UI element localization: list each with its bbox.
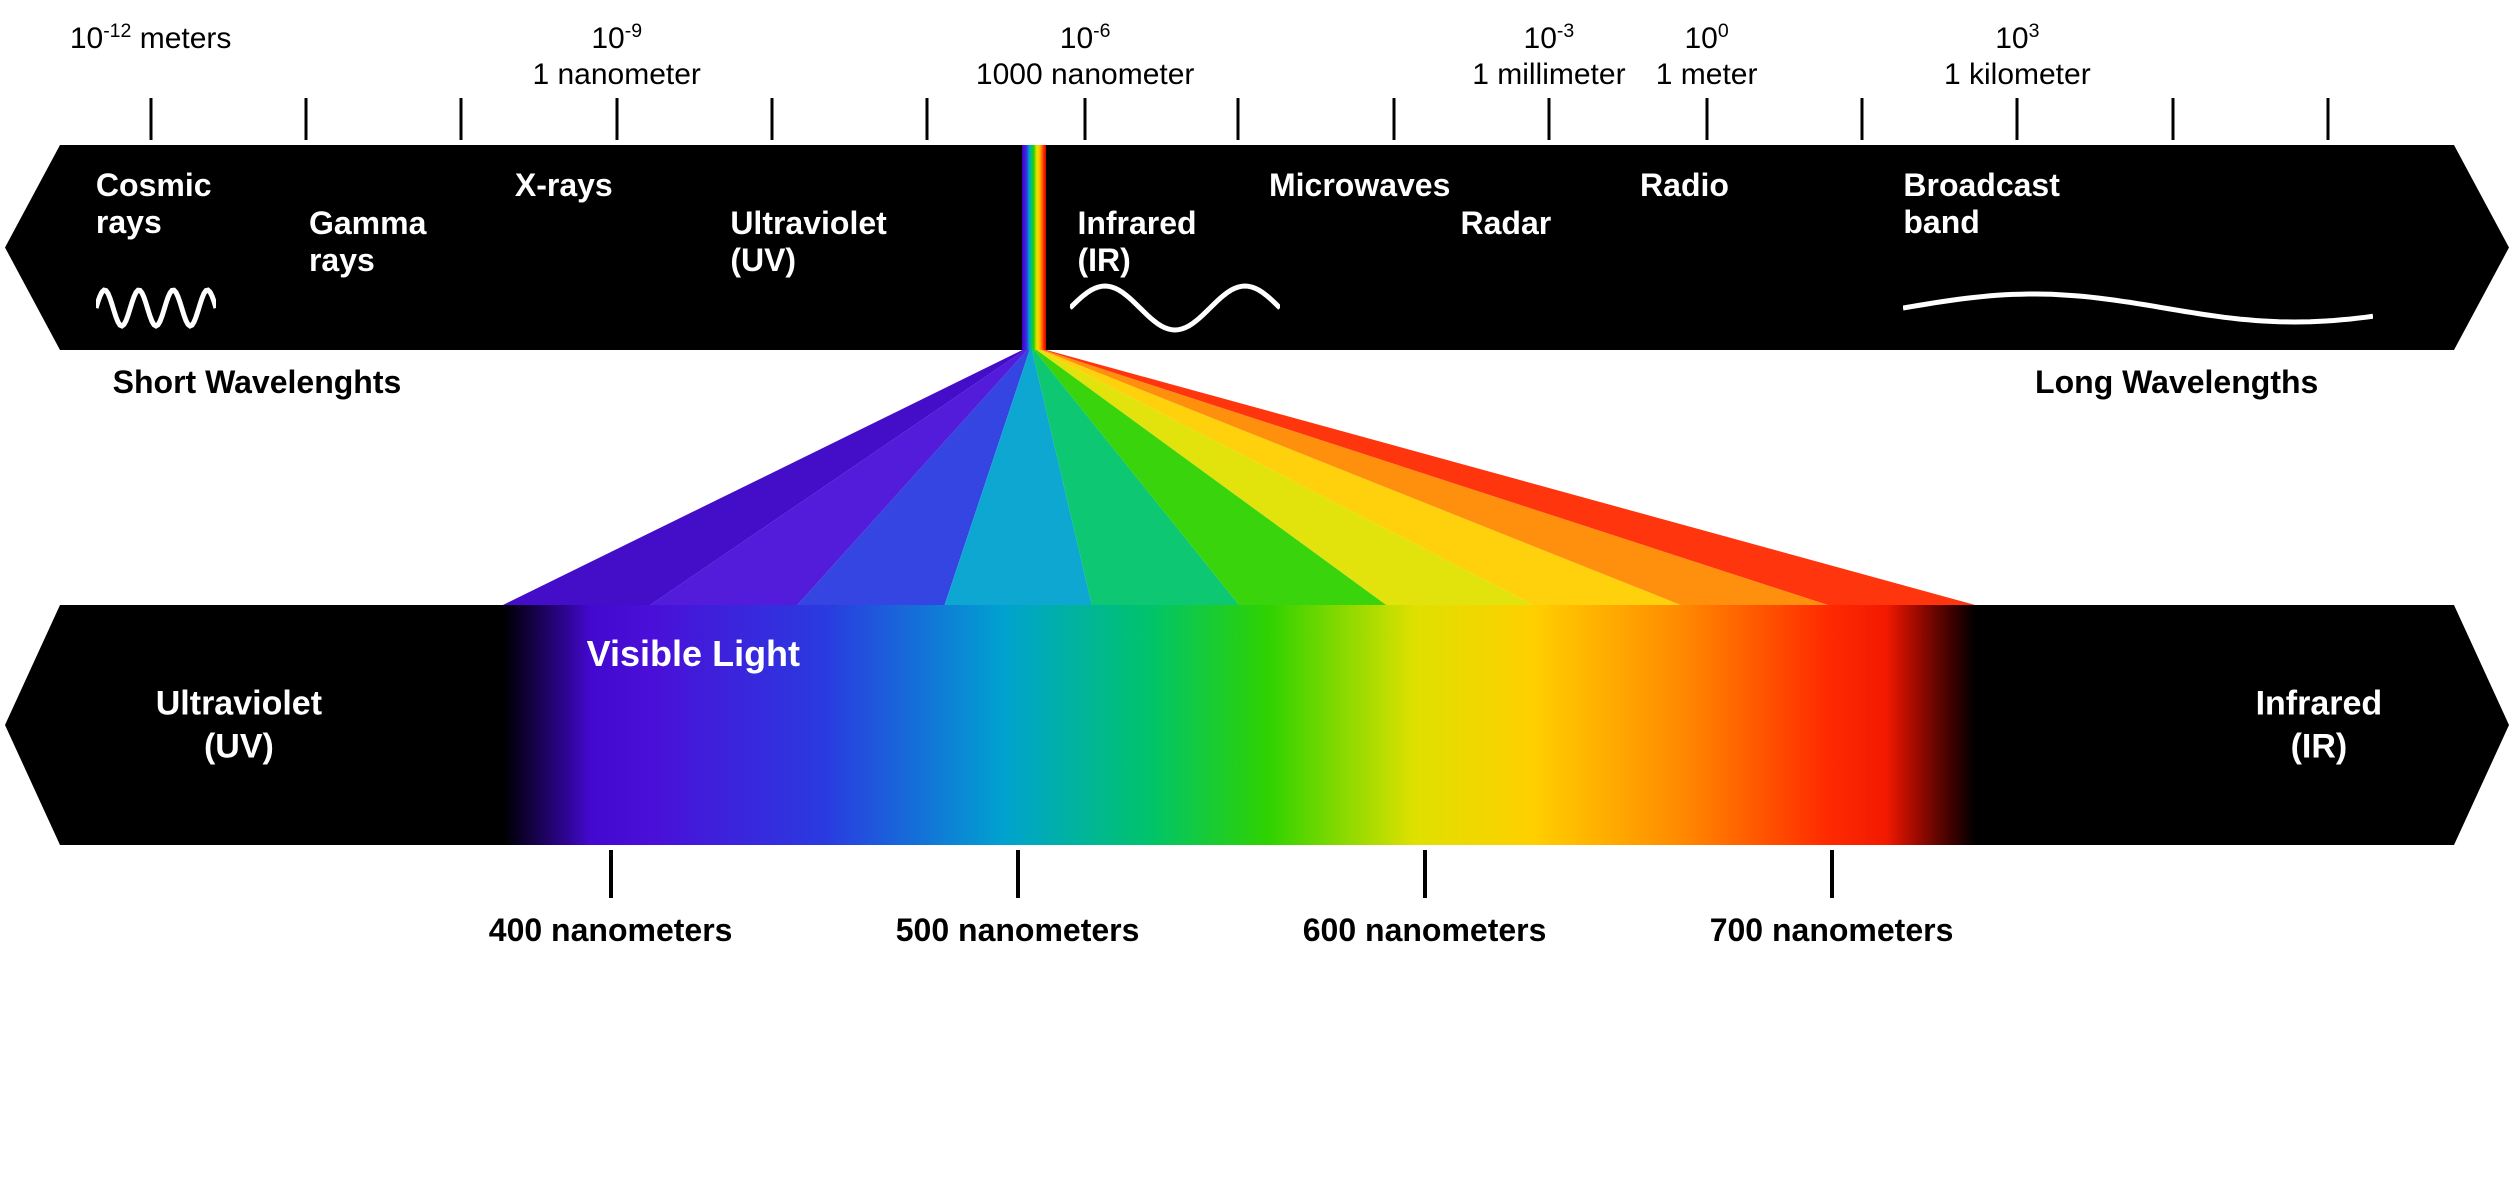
scale-tick [460,98,463,140]
visible-band: Ultraviolet (UV) Infrared (IR) Visible L… [60,605,2454,845]
scale-tick [1237,98,1240,140]
scale-tick [1705,98,1708,140]
visible-scale-tick [609,850,613,898]
top-band: Cosmic rays Gamma rays X-rays Ultraviolet (… [60,145,2454,350]
visible-scale-label: 700 nanometers [1710,912,1954,949]
region-label: Microwaves [1269,167,1450,204]
region-label: Radio [1640,167,1729,204]
region-label: X-rays [515,167,613,204]
visible-scale-tick [1423,850,1427,898]
visible-scale-label: 600 nanometers [1303,912,1547,949]
scale-tick [304,98,307,140]
long-wavelengths-label: Long Wavelengths [2035,364,2318,401]
ir-end-label: Infrared (IR) [2256,683,2383,768]
scale-lower-label: 1 meter [1656,58,1758,92]
region-label: Infrared (IR) [1077,205,1196,279]
scale-tick [1392,98,1395,140]
scale-lower-label: 1 kilometer [1944,58,2091,92]
wave-icon [1903,278,2373,338]
visible-scale-tick [1830,850,1834,898]
scale-upper-label: 10-12 meters [70,20,232,56]
visible-scale-tick [1016,850,1020,898]
bottom-scale: 400 nanometers 500 nanometers 600 nanomete… [60,850,2454,970]
wave-icon [96,278,216,338]
region-label: Radar [1460,205,1551,242]
scale-tick [2016,98,2019,140]
scale-tick [2171,98,2174,140]
scale-tick [149,98,152,140]
region-label: Gamma rays [309,205,426,279]
visible-light-title: Visible Light [587,633,800,675]
scale-upper-label: 10-6 [1060,20,1111,56]
scale-tick [2327,98,2330,140]
uv-end-label: Ultraviolet (UV) [156,683,322,768]
scale-tick [615,98,618,140]
scale-upper-label: 10-9 [591,20,642,56]
scale-lower-label: 1 nanometer [532,58,700,92]
scale-tick [1084,98,1087,140]
top-tick-row [80,98,2434,140]
scale-tick [1860,98,1863,140]
visible-scale-label: 400 nanometers [489,912,733,949]
scale-tick [1547,98,1550,140]
top-scale: 10-12 meters10-910-610-31001031 nanomete… [80,20,2434,140]
scale-upper-label: 100 [1684,20,1728,56]
short-wavelengths-label: Short Wavelenghts [113,364,402,401]
em-spectrum-diagram: 10-12 meters 10-9 10-6 10-3 100 103 1 nanomete… [0,0,2514,1200]
wave-icon [1070,278,1280,338]
scale-upper-label: 103 [1995,20,2039,56]
region-label: Broadcast band [1903,167,2060,241]
scale-lower-label: 1 millimeter [1472,58,1625,92]
region-label: Cosmic rays [96,167,212,241]
region-label: Ultraviolet (UV) [730,205,886,279]
scale-upper-label: 10-3 [1524,20,1575,56]
scale-tick [926,98,929,140]
scale-tick [771,98,774,140]
visible-scale-label: 500 nanometers [896,912,1140,949]
scale-lower-label: 1000 nanometer [976,58,1195,92]
rainbow-slit [1022,145,1046,350]
